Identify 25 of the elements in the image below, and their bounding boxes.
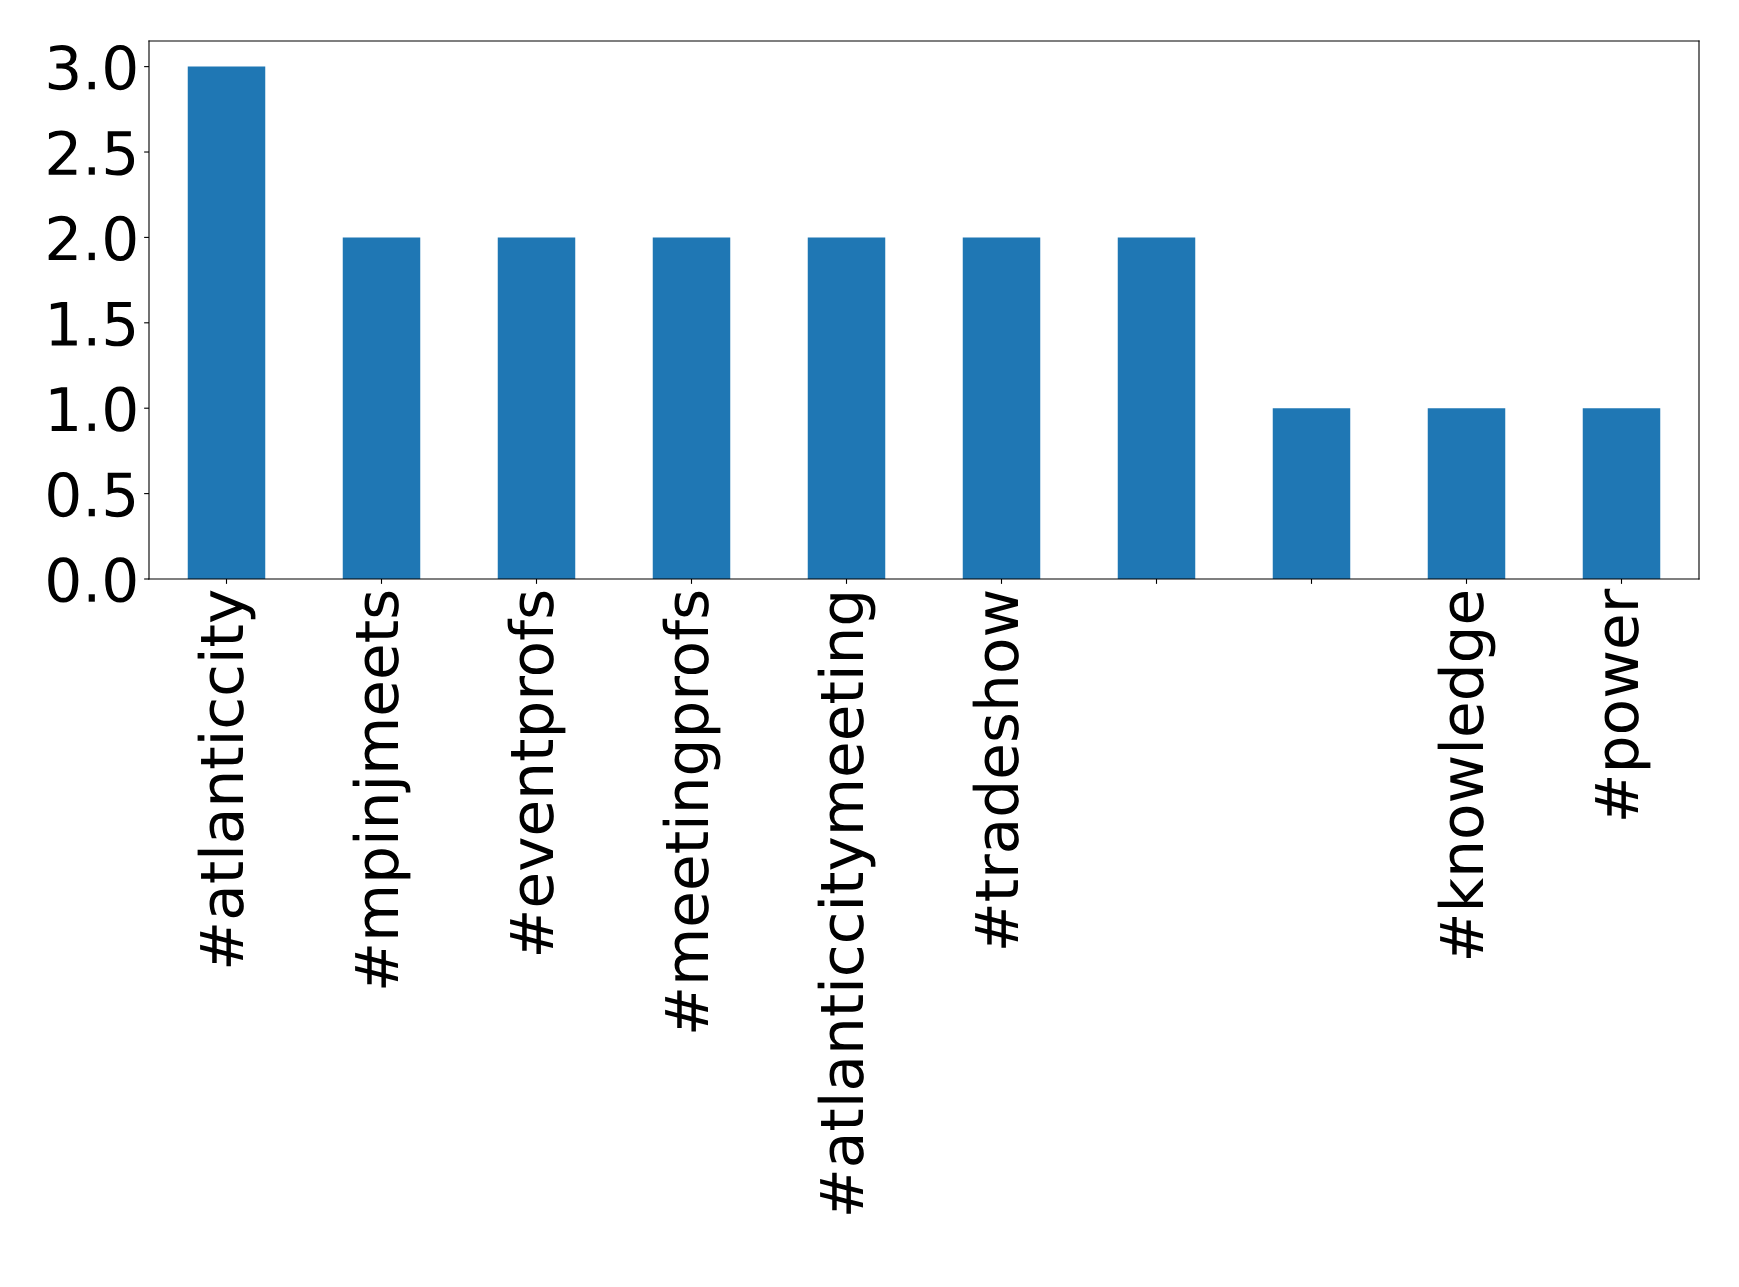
y-tick-label: 2.0 [48,215,136,261]
bar [1427,408,1506,579]
y-tick-label: 1.5 [50,301,135,347]
y-tick-label: 0.5 [48,471,135,518]
y-tick-label: 0.0 [48,557,136,603]
bar [1117,237,1196,579]
x-tick-label: #atlanticcitymeeting [817,594,876,1214]
x-tick-label: #tradeshow [972,591,1019,948]
x-tick-label: #mpinjmeets [352,591,411,988]
x-tick-label: #eventprofs [507,591,566,955]
bar [652,237,731,579]
x-tick-label: #atlanticcity [197,590,256,967]
bar [342,237,421,579]
y-tick-label: 3.0 [48,44,136,91]
bar [807,237,886,579]
y-tick-label: 2.5 [48,130,135,176]
x-tick-label: #knowledge [1437,591,1496,958]
x-tick-label: #meetingprofs [662,591,721,1032]
bar [1582,408,1661,579]
bar [962,237,1041,579]
bar [497,237,576,579]
x-tick-label: #power [1595,588,1651,819]
bar [187,66,266,579]
y-tick-label: 1.0 [50,386,136,432]
bar [1272,408,1351,579]
